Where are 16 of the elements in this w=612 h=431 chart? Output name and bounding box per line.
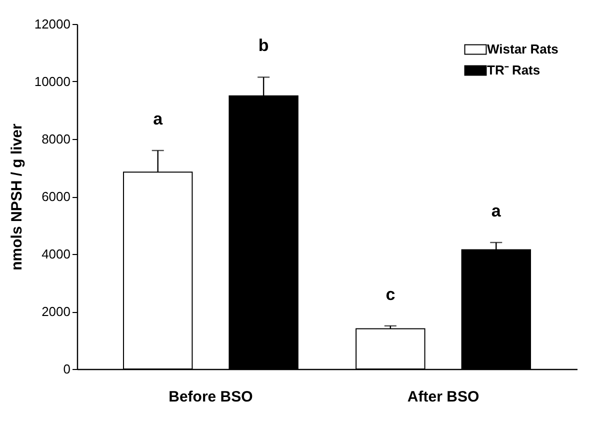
annotation: a xyxy=(153,110,164,128)
annotation: b xyxy=(258,36,269,56)
y-tick-label: 4000 xyxy=(42,246,70,262)
legend-label: TR⁻ Rats xyxy=(487,62,540,78)
y-tick-label: 6000 xyxy=(42,189,70,204)
annotation: a xyxy=(491,202,502,220)
x-tick-label: Before BSO xyxy=(168,388,254,406)
legend-label: Wistar Rats xyxy=(487,42,558,56)
y-tick-label: 12000 xyxy=(34,16,70,32)
y-tick-label: 10000 xyxy=(34,74,70,89)
x-tick-label: After BSO xyxy=(407,388,480,406)
annotation: c xyxy=(386,284,396,304)
y-tick-label: 0 xyxy=(63,362,70,376)
y-axis-title: nmols NPSH / g liver xyxy=(8,123,26,270)
y-tick-label: 8000 xyxy=(42,132,70,146)
y-tick-label: 2000 xyxy=(42,304,70,319)
